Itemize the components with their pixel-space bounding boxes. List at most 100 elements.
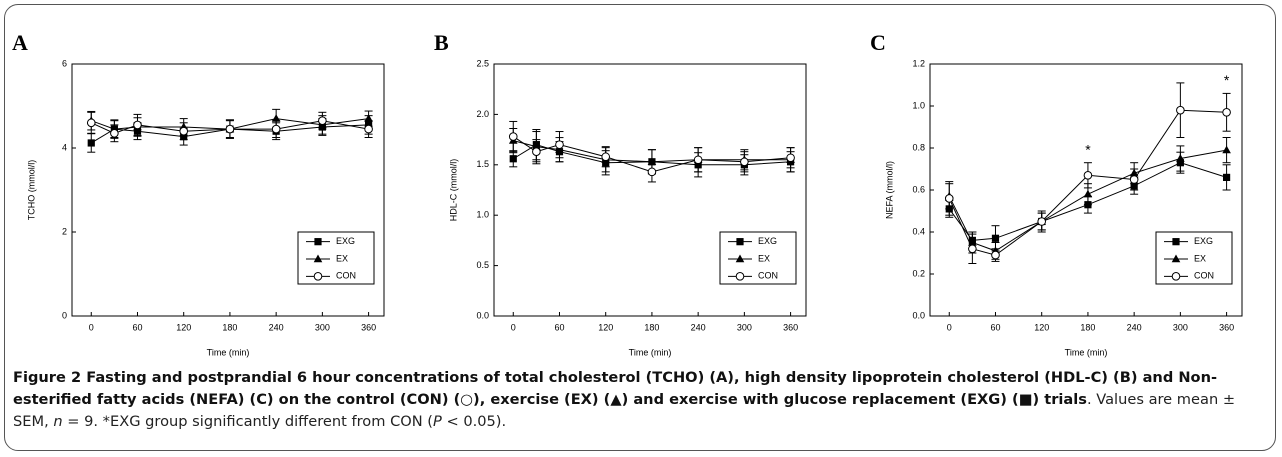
caption-text: . Values are mean ± SEM, (13, 391, 1236, 430)
x-axis-label: Time (min) (629, 347, 672, 357)
marker (271, 124, 281, 134)
marker (1222, 108, 1231, 117)
marker (693, 155, 703, 165)
x-tick-label: 360 (783, 322, 798, 332)
marker (555, 145, 564, 153)
legend-box (719, 231, 797, 285)
legend-marker (736, 238, 744, 246)
x-tick-label: 360 (1219, 322, 1234, 332)
marker (86, 118, 96, 128)
marker (968, 244, 977, 254)
y-tick-label: 0.4 (912, 226, 925, 236)
y-tick-label: 1.0 (912, 100, 925, 110)
x-tick-label: 0 (511, 322, 516, 332)
legend-marker (1171, 254, 1181, 263)
legend-label: EX (1194, 253, 1206, 263)
x-tick-label: 240 (269, 322, 284, 332)
marker (968, 238, 977, 246)
panel-label: A (12, 30, 28, 55)
marker (180, 133, 188, 141)
series-line (91, 118, 369, 130)
x-tick-label: 120 (176, 322, 191, 332)
legend-label: EXG (1194, 236, 1213, 246)
annotation: * (1224, 72, 1230, 88)
marker (110, 129, 119, 138)
legend-box (1155, 231, 1233, 285)
chart-area: A 0 2 4 60 60 120 180 240 300 360 Time (min) TCHO (m… (12, 30, 1243, 357)
series-line (948, 162, 1227, 241)
x-tick-label: 300 (1173, 322, 1188, 332)
y-tick-label: 1.5 (476, 159, 489, 169)
marker (1129, 168, 1139, 177)
marker (318, 116, 327, 125)
marker (1222, 145, 1231, 154)
marker (1130, 182, 1138, 190)
x-tick-label: 360 (361, 322, 376, 332)
legend-label: EX (336, 253, 348, 263)
legend-box (297, 231, 375, 285)
figure-frame (4, 4, 1276, 451)
y-axis-label: HDL-C (mmol/l) (448, 159, 458, 222)
y-tick-label: 2.5 (476, 58, 489, 68)
marker (1083, 171, 1093, 180)
x-tick-label: 60 (132, 322, 142, 332)
legend-marker (313, 254, 323, 263)
y-tick-label: 4 (62, 142, 67, 152)
legend-marker (735, 272, 745, 281)
marker (601, 152, 611, 162)
x-tick-label: 240 (1127, 322, 1142, 332)
marker (1176, 159, 1184, 167)
marker (87, 139, 95, 147)
marker (364, 124, 373, 134)
legend-label: EX (758, 253, 770, 263)
x-tick-label: 60 (554, 322, 564, 332)
x-tick-label: 180 (1080, 322, 1095, 332)
x-tick-label: 300 (315, 322, 330, 332)
marker (944, 194, 954, 203)
y-tick-label: 2.0 (476, 109, 489, 119)
y-tick-label: 1.2 (912, 58, 925, 68)
x-tick-label: 0 (89, 322, 94, 332)
legend-marker (313, 272, 323, 281)
legend-label: CON (758, 271, 778, 281)
marker (991, 250, 1000, 260)
marker (786, 153, 795, 163)
marker (1129, 175, 1139, 184)
y-tick-label: 0.0 (912, 310, 925, 320)
y-axis-label: TCHO (mmol/l) (26, 160, 36, 221)
caption-text: P (433, 413, 442, 430)
x-tick-label: 180 (644, 322, 659, 332)
y-axis-label: NEFA (mmol/l) (884, 161, 894, 219)
y-tick-label: 0 (62, 310, 67, 320)
marker (1176, 154, 1185, 162)
x-tick-label: 240 (691, 322, 706, 332)
legend-marker (1171, 272, 1181, 281)
marker (179, 126, 189, 136)
marker (508, 132, 518, 141)
x-axis-label: Time (min) (1065, 347, 1108, 357)
panel-label: C (870, 30, 886, 55)
plot-frame (71, 63, 385, 317)
y-tick-label: 2 (62, 226, 67, 236)
marker (271, 114, 281, 122)
caption-text: < 0.05). (441, 413, 507, 430)
caption: Figure 2 Fasting and postprandial 6 hour… (13, 367, 1263, 433)
plot-frame (493, 63, 807, 317)
marker (133, 127, 142, 135)
marker (1176, 105, 1185, 115)
marker (1037, 217, 1047, 226)
legend-marker (1172, 238, 1180, 246)
y-tick-label: 0.6 (912, 184, 925, 194)
caption-text: n (53, 413, 63, 430)
series-line (91, 124, 369, 144)
legend-marker (314, 238, 322, 246)
x-axis-label: Time (min) (207, 347, 250, 357)
marker (1222, 173, 1231, 181)
marker (1084, 201, 1092, 209)
legend-label: CON (336, 271, 356, 281)
x-tick-label: 0 (947, 322, 952, 332)
y-tick-label: 0.8 (912, 142, 925, 152)
marker (945, 205, 953, 213)
legend-label: CON (1194, 271, 1214, 281)
series-line (513, 140, 791, 163)
